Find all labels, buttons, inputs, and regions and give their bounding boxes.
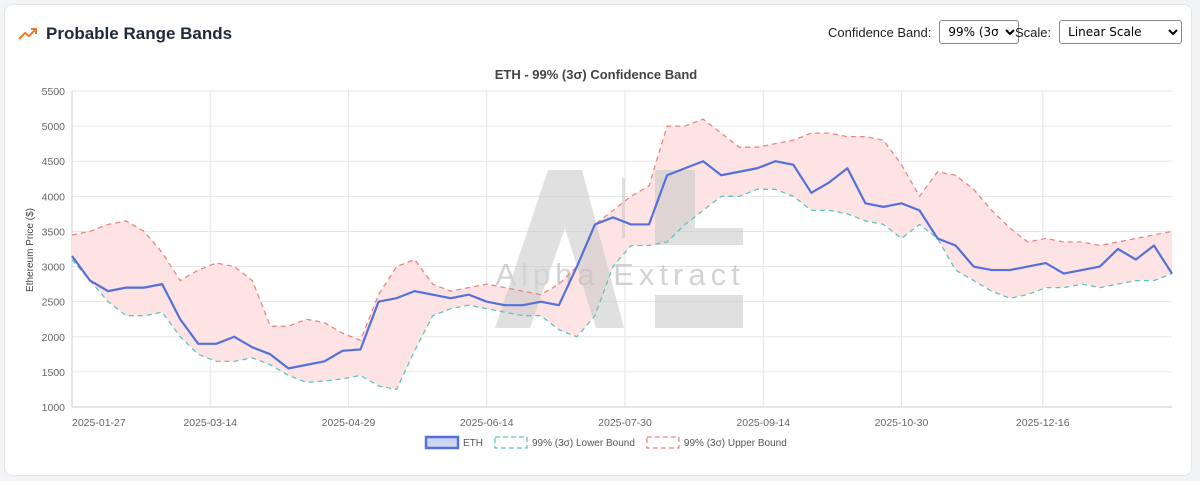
trend-icon xyxy=(18,28,37,40)
scale-control: Scale: Linear Scale xyxy=(1015,20,1183,44)
page-title: Probable Range Bands xyxy=(46,24,233,43)
control-label: Scale: xyxy=(1015,24,1052,40)
scale-select[interactable]: Linear Scale xyxy=(1059,20,1183,44)
card xyxy=(4,4,1192,476)
confidence-select[interactable]: 99% (3σ) xyxy=(939,20,1020,44)
header: Probable Range Bands xyxy=(18,24,232,44)
confidence-control: Confidence Band: 99% (3σ) xyxy=(828,20,1020,44)
control-label: Confidence Band: xyxy=(828,24,932,40)
